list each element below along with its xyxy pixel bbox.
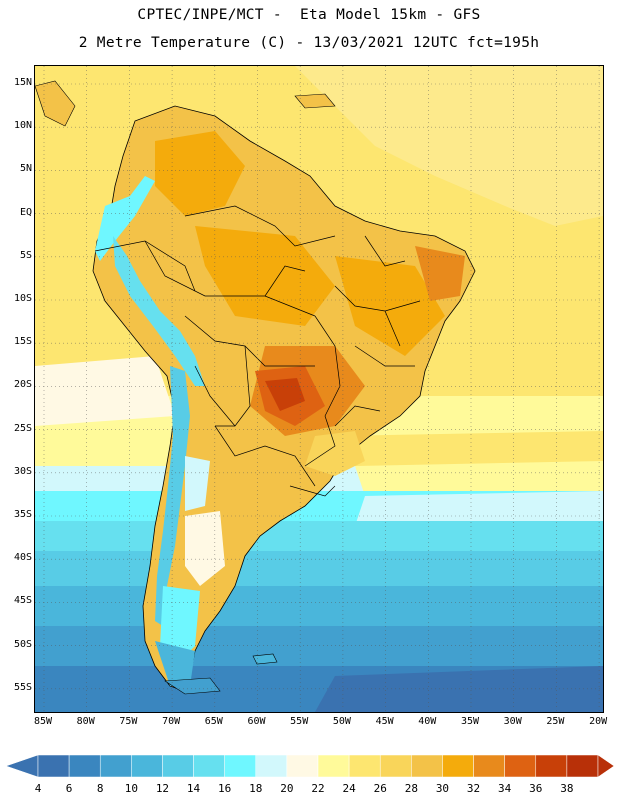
lat-label: 10S	[13, 293, 32, 304]
colorbar-label: 8	[96, 782, 104, 795]
lat-label: 15N	[13, 77, 32, 88]
colorbar-swatch	[162, 754, 194, 778]
lat-label: 10N	[13, 120, 32, 132]
colorbar-swatch	[131, 754, 163, 778]
colorbar-label: 26	[373, 782, 387, 795]
lon-label: 20W	[589, 716, 608, 727]
colorbar-arrow-high	[597, 754, 615, 778]
colorbar-label: 12	[155, 782, 170, 795]
lon-label: 80W	[76, 716, 95, 727]
colorbar-swatch	[566, 754, 599, 778]
colorbar-swatch	[348, 754, 381, 778]
colorbar-label: 6	[65, 782, 73, 795]
colorbar-label: 4	[34, 782, 42, 795]
lat-label: 45S	[13, 595, 32, 607]
colorbar-label: 16	[218, 782, 232, 795]
lat-label: 30S	[13, 465, 32, 477]
lon-label: 50W	[332, 716, 351, 727]
colorbar-swatch	[317, 754, 350, 778]
colorbar-swatch	[224, 754, 257, 778]
lat-label: EQ	[19, 206, 32, 218]
colorbar-swatch	[535, 754, 568, 778]
lat-label: 5N	[19, 163, 32, 175]
temperature-map	[34, 65, 604, 713]
colorbar-label: 32	[466, 782, 481, 795]
colorbar-label: 14	[186, 782, 201, 795]
map-title-line1: CPTEC/INPE/MCT - Eta Model 15km - GFS	[137, 7, 481, 23]
lon-label: 65W	[204, 716, 223, 727]
lon-label: 30W	[503, 716, 522, 727]
temperature-colorbar	[5, 754, 615, 778]
colorbar-label: 10	[124, 782, 138, 795]
lat-label: 15S	[13, 336, 32, 348]
colorbar-swatch	[37, 754, 70, 778]
colorbar-label: 24	[342, 782, 356, 795]
colorbar-swatch	[442, 754, 474, 778]
lon-label: 40W	[418, 716, 437, 727]
colorbar-label: 30	[435, 782, 450, 795]
colorbar-label: 38	[560, 782, 574, 795]
lon-label: 35W	[460, 716, 480, 727]
lon-label: 85W	[33, 716, 53, 727]
lon-label: 60W	[247, 716, 266, 727]
colorbar-label: 20	[280, 782, 294, 795]
lat-label: 25S	[13, 422, 32, 434]
colorbar-label: 18	[249, 782, 263, 795]
colorbar-label: 22	[311, 782, 325, 795]
colorbar-swatch	[255, 754, 288, 778]
lon-label: 55W	[290, 716, 309, 727]
lat-label: 55S	[13, 681, 32, 693]
colorbar-swatch	[473, 754, 505, 778]
colorbar-arrow-low	[5, 754, 39, 778]
colorbar-swatch	[68, 754, 101, 778]
colorbar-swatch	[379, 754, 412, 778]
colorbar-swatch	[193, 754, 225, 778]
colorbar-label: 28	[404, 782, 418, 795]
colorbar-swatch	[99, 754, 132, 778]
lon-label: 75W	[119, 716, 138, 727]
colorbar-swatch	[504, 754, 537, 778]
lon-label: 45W	[375, 716, 394, 727]
map-title-line2: 2 Metre Temperature (C) - 13/03/2021 12U…	[78, 35, 540, 51]
colorbar-swatch	[286, 754, 319, 778]
colorbar-swatch	[411, 754, 443, 778]
colorbar-label: 34	[498, 782, 512, 795]
lat-label: 5S	[19, 249, 32, 261]
colorbar-label: 36	[529, 782, 543, 795]
lon-label: 70W	[162, 716, 181, 727]
lat-label: 50S	[13, 638, 32, 650]
lat-label: 35S	[13, 509, 32, 520]
lon-label: 25W	[546, 716, 565, 727]
lat-label: 40S	[13, 552, 32, 564]
lat-label: 20S	[13, 379, 32, 391]
